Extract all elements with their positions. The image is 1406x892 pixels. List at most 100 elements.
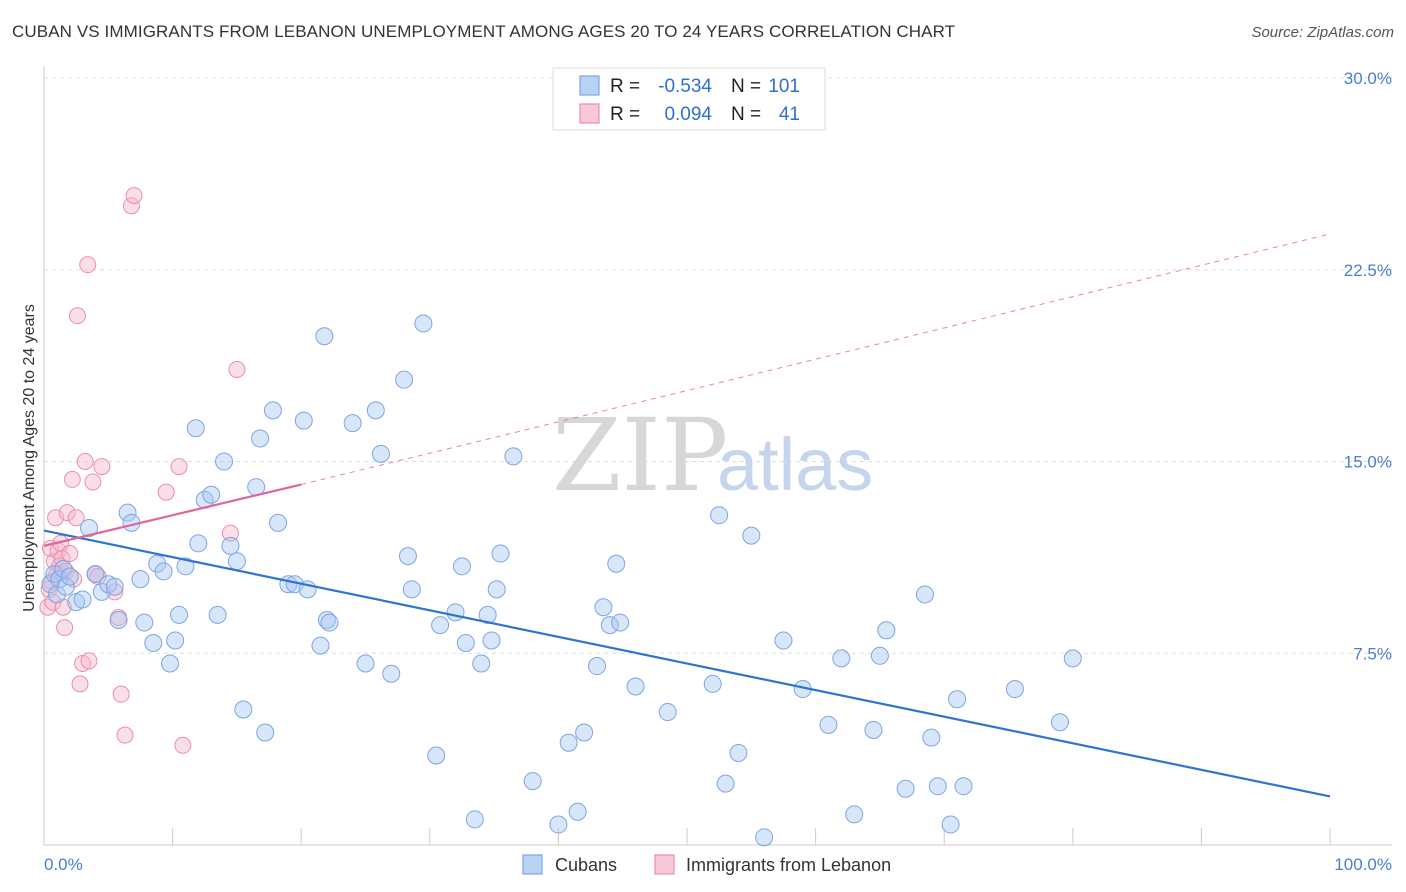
cubans-point-49 <box>356 654 375 673</box>
cubans-point-24 <box>170 605 189 624</box>
lebanon-trend-line <box>43 483 302 547</box>
cubans-point-74 <box>587 657 606 676</box>
cubans-point-100 <box>948 690 967 709</box>
cubans-point-45 <box>315 327 334 346</box>
cubans-point-25 <box>176 557 195 576</box>
y-tick-label-3: 30.0% <box>1344 69 1392 88</box>
cubans-legend-swatch <box>579 75 600 96</box>
cubans-point-91 <box>845 805 864 824</box>
cubans-point-73 <box>575 723 594 742</box>
lebanon-point-38 <box>174 736 192 754</box>
lebanon-point-40 <box>228 360 246 378</box>
lebanon-r-value: 0.094 <box>664 104 712 125</box>
cubans-point-51 <box>371 444 390 463</box>
cubans-point-103 <box>1050 713 1069 732</box>
cubans-point-64 <box>478 605 497 624</box>
cubans-point-87 <box>774 631 793 650</box>
watermark-atlas: atlas <box>717 423 873 506</box>
cubans-point-0 <box>41 575 60 594</box>
cubans-point-4 <box>54 559 73 578</box>
cubans-point-83 <box>716 774 735 793</box>
cubans-point-82 <box>710 506 729 525</box>
watermark-zip: ZIP <box>552 397 728 514</box>
lebanon-point-33 <box>116 726 134 744</box>
x-tick-label-1: 100.0% <box>1334 855 1392 874</box>
cubans-point-13 <box>105 577 124 596</box>
cubans-point-86 <box>755 828 774 847</box>
lebanon-points <box>39 187 246 754</box>
grid-lines <box>44 77 1392 654</box>
lebanon-point-24 <box>79 256 97 274</box>
cubans-point-84 <box>729 743 748 762</box>
cubans-point-93 <box>870 646 889 665</box>
x-tick-labels: 0.0% 100.0% <box>44 855 1392 874</box>
cubans-point-9 <box>80 518 99 537</box>
trend-lines <box>43 233 1331 798</box>
cubans-point-34 <box>234 700 253 719</box>
lebanon-n-value: 41 <box>779 104 800 125</box>
cubans-trend-line <box>43 529 1331 798</box>
lebanon-point-30 <box>106 583 124 601</box>
cubans-point-98 <box>928 777 947 796</box>
cubans-point-58 <box>431 616 450 635</box>
cubans-point-59 <box>446 603 465 622</box>
cubans-point-79 <box>626 677 645 696</box>
cubans-point-42 <box>294 411 313 430</box>
cubans-point-8 <box>73 590 92 609</box>
axes <box>43 66 1392 846</box>
cubans-point-95 <box>896 779 915 798</box>
cubans-point-22 <box>161 654 180 673</box>
lebanon-point-29 <box>93 458 111 476</box>
cubans-point-26 <box>186 419 205 438</box>
lebanon-point-39 <box>221 524 239 542</box>
chart-title: CUBAN VS IMMIGRANTS FROM LEBANON UNEMPLO… <box>12 22 956 41</box>
cubans-point-89 <box>819 715 838 734</box>
cubans-point-14 <box>109 611 128 630</box>
lebanon-point-35 <box>125 187 143 205</box>
cubans-point-63 <box>472 654 491 673</box>
cubans-point-18 <box>135 613 154 632</box>
cubans-point-20 <box>148 554 167 573</box>
cubans-point-68 <box>504 447 523 466</box>
cubans-point-52 <box>382 664 401 683</box>
lebanon-point-34 <box>122 197 140 215</box>
series-legend: Cubans Immigrants from Lebanon <box>522 854 891 875</box>
lebanon-point-15 <box>58 504 76 522</box>
cubans-point-80 <box>658 703 677 722</box>
cubans-point-102 <box>1005 680 1024 699</box>
cubans-point-1 <box>45 564 64 583</box>
lebanon-point-17 <box>63 470 81 488</box>
y-tick-label-1: 15.0% <box>1344 453 1392 472</box>
lebanon-point-0 <box>39 598 57 616</box>
cubans-point-23 <box>166 631 185 650</box>
cubans-point-36 <box>251 429 270 448</box>
cubans-point-46 <box>317 611 336 630</box>
lebanon-point-13 <box>56 619 74 637</box>
cubans-point-104 <box>1063 649 1082 668</box>
cubans-point-66 <box>487 580 506 599</box>
y-tick-label-2: 22.5% <box>1344 261 1392 280</box>
x-tick-label-0: 0.0% <box>44 855 83 874</box>
cubans-point-10 <box>86 564 105 583</box>
cubans-point-17 <box>131 570 150 589</box>
source-label: Source: ZipAtlas.com <box>1251 24 1394 41</box>
cubans-point-3 <box>50 570 69 589</box>
cubans-point-6 <box>60 567 79 586</box>
cubans-point-39 <box>269 513 288 532</box>
lebanon-r-label: R = <box>610 104 640 125</box>
cubans-point-15 <box>118 503 137 522</box>
cubans-point-62 <box>465 810 484 829</box>
cubans-point-72 <box>568 802 587 821</box>
cubans-point-67 <box>491 544 510 563</box>
lebanon-point-21 <box>71 675 89 693</box>
cubans-point-2 <box>47 585 66 604</box>
legend-lebanon-swatch <box>654 854 675 875</box>
y-tick-label-0: 7.5% <box>1353 644 1392 663</box>
cubans-point-32 <box>221 536 240 555</box>
lebanon-point-25 <box>80 652 98 670</box>
cubans-point-55 <box>402 580 421 599</box>
lebanon-trend-extension <box>301 233 1331 485</box>
cubans-point-65 <box>482 631 501 650</box>
cubans-point-81 <box>703 674 722 693</box>
